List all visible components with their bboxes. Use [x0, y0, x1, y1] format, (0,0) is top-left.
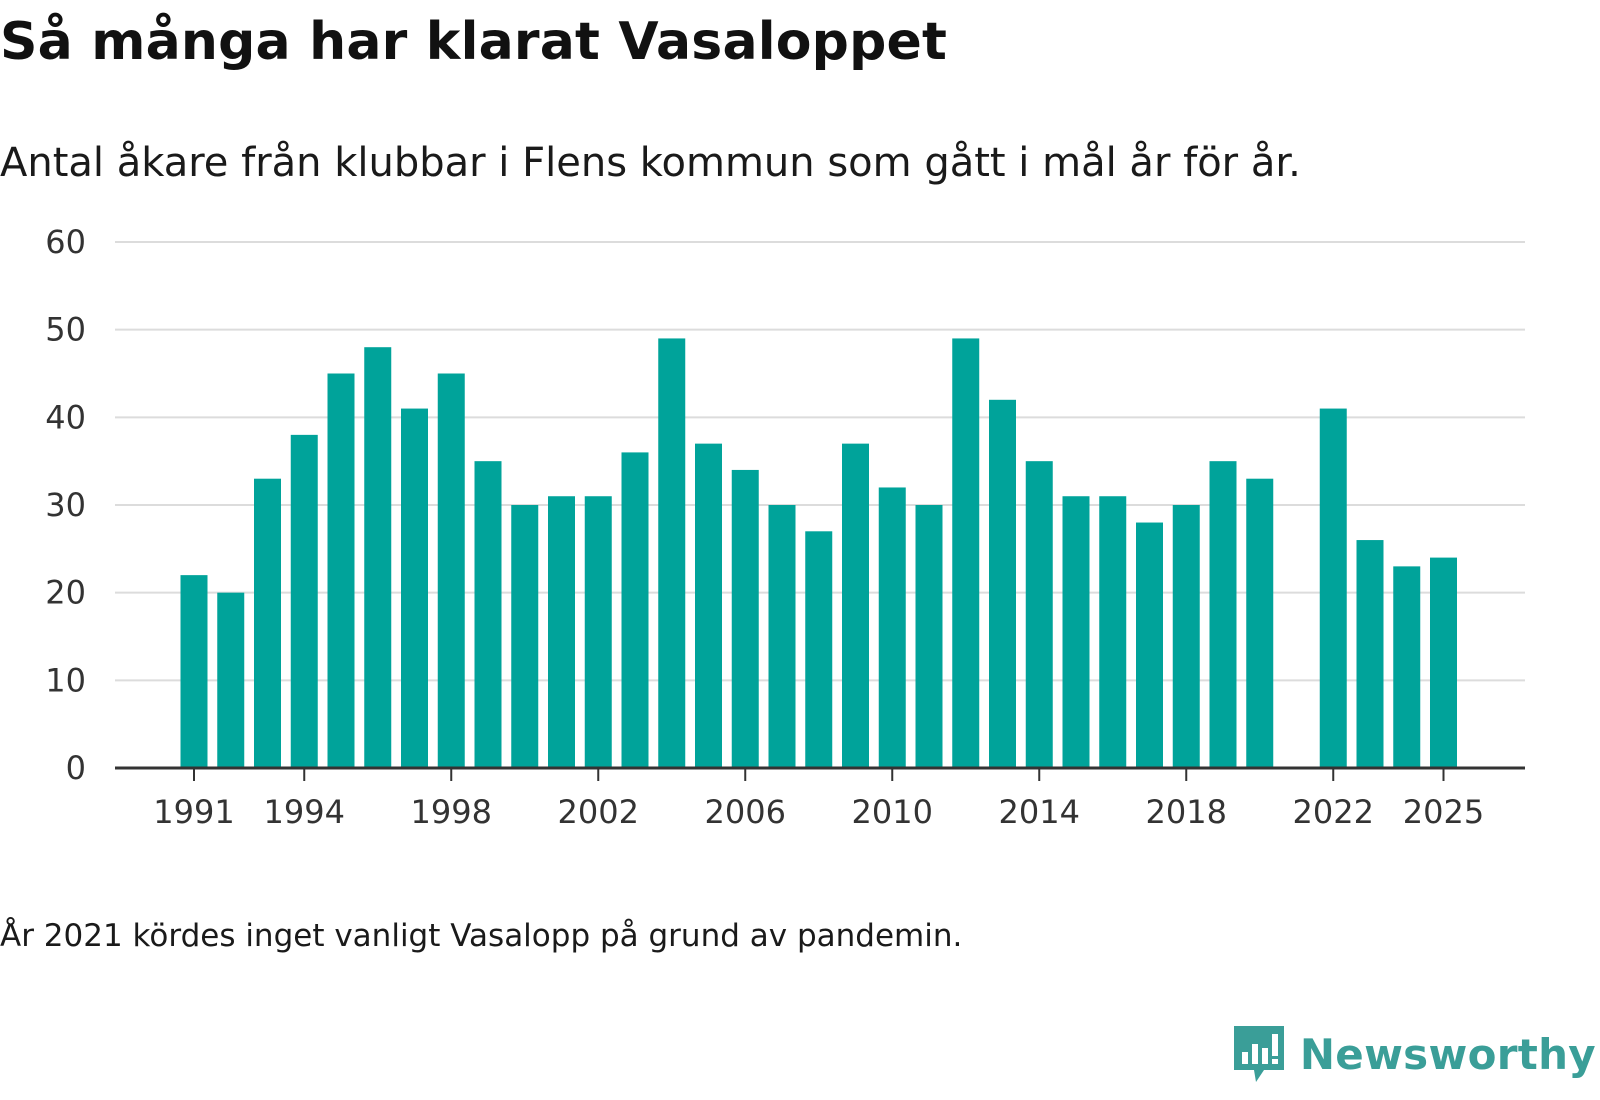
x-tick-label: 1998 [411, 793, 492, 831]
chart-subtitle: Antal åkare från klubbar i Flens kommun … [0, 140, 1301, 186]
x-tick-label: 2014 [999, 793, 1080, 831]
y-tick-label: 10 [45, 661, 86, 699]
bar-1994 [290, 434, 318, 768]
bar-1992 [217, 592, 245, 768]
x-tick-label: 2018 [1146, 793, 1227, 831]
bar-2010 [878, 487, 906, 768]
bar-1999 [474, 461, 502, 768]
bar-2000 [511, 505, 539, 768]
newsworthy-logo-icon [1233, 1026, 1284, 1082]
bar-2012 [952, 338, 980, 768]
bar-2024 [1393, 566, 1421, 768]
bar-2006 [731, 469, 759, 768]
bar-2014 [1025, 461, 1053, 768]
y-tick-label: 60 [45, 223, 86, 261]
bar-1991 [180, 575, 208, 768]
bar-1998 [437, 373, 465, 768]
bar-1996 [364, 347, 392, 768]
x-tick-label: 1994 [264, 793, 345, 831]
x-tick-label: 2025 [1403, 793, 1484, 831]
x-tick-label: 2010 [852, 793, 933, 831]
brand: Newsworthy [1230, 1022, 1596, 1086]
bar-2009 [842, 443, 869, 768]
bar-2020 [1246, 478, 1274, 768]
x-axis-ticks: 1991 1994 1998 2002 2006 2010 2014 2018 2022 2025 [153, 768, 1484, 831]
bar-2005 [695, 443, 722, 768]
bar-2023 [1356, 540, 1384, 768]
bar-2018 [1172, 505, 1200, 768]
bar-2017 [1136, 522, 1163, 768]
y-tick-label: 40 [45, 398, 86, 436]
bar-2008 [805, 531, 833, 768]
bar-1995 [327, 373, 355, 768]
bar-2015 [1062, 496, 1090, 768]
bar-2013 [989, 399, 1016, 768]
x-tick-label: 2002 [558, 793, 639, 831]
footnote: År 2021 kördes inget vanligt Vasalopp på… [0, 918, 963, 954]
bars [180, 338, 1457, 768]
x-tick-label: 1991 [153, 793, 234, 831]
bar-2004 [658, 338, 686, 768]
x-tick-label: 2022 [1293, 793, 1374, 831]
chart-title: Så många har klarat Vasaloppet [0, 12, 948, 72]
bar-2003 [621, 452, 649, 768]
bar-2007 [768, 505, 796, 768]
bar-2016 [1099, 496, 1127, 768]
bar-2019 [1209, 461, 1237, 768]
brand-name: Newsworthy [1299, 1029, 1596, 1079]
bar-2001 [548, 496, 575, 768]
bar-2025 [1430, 557, 1457, 768]
y-tick-label: 0 [66, 749, 86, 787]
y-tick-label: 50 [45, 311, 86, 349]
bar-2011 [915, 505, 943, 768]
bar-chart: 0 10 20 30 40 50 60 1991 1994 1998 2002 2006 2010 20… [45, 223, 1525, 831]
y-axis-ticks: 0 10 20 30 40 50 60 [45, 223, 86, 787]
y-tick-label: 20 [45, 574, 86, 612]
x-tick-label: 2006 [705, 793, 786, 831]
bar-2022 [1319, 408, 1347, 768]
bar-1993 [254, 478, 281, 768]
bar-1997 [401, 408, 428, 768]
y-tick-label: 30 [45, 486, 86, 524]
bar-2002 [584, 496, 612, 768]
